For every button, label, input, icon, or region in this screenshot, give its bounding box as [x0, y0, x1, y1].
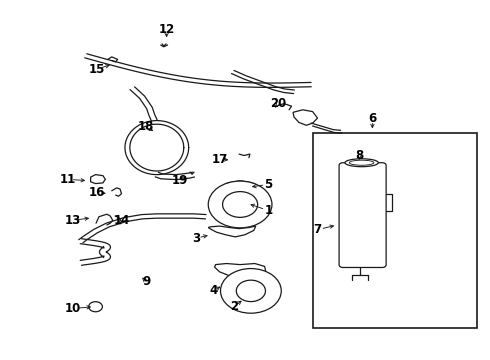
Circle shape: [236, 280, 266, 302]
Text: 4: 4: [209, 284, 217, 297]
Text: 2: 2: [230, 300, 238, 313]
Text: 5: 5: [265, 178, 272, 191]
Text: 17: 17: [211, 153, 228, 166]
Circle shape: [220, 269, 281, 313]
Text: 14: 14: [113, 214, 130, 227]
Ellipse shape: [349, 160, 374, 165]
Text: 12: 12: [158, 23, 175, 36]
Text: 1: 1: [265, 204, 272, 217]
Text: 19: 19: [172, 174, 189, 187]
Polygon shape: [220, 181, 259, 191]
FancyBboxPatch shape: [339, 163, 386, 267]
Bar: [313, 133, 477, 328]
Text: 9: 9: [142, 275, 150, 288]
Polygon shape: [215, 264, 266, 278]
Polygon shape: [91, 175, 105, 184]
Polygon shape: [293, 110, 318, 125]
Text: 15: 15: [89, 63, 105, 76]
Ellipse shape: [345, 159, 378, 167]
Text: 6: 6: [368, 112, 376, 125]
Text: 11: 11: [59, 173, 76, 186]
Text: 3: 3: [192, 232, 200, 245]
Text: 20: 20: [270, 97, 287, 110]
Text: 18: 18: [138, 120, 154, 133]
Circle shape: [89, 302, 102, 312]
Text: 16: 16: [89, 186, 105, 199]
Polygon shape: [208, 226, 256, 237]
Circle shape: [208, 181, 272, 228]
Text: 13: 13: [64, 214, 81, 227]
Text: 10: 10: [64, 302, 81, 315]
Circle shape: [222, 192, 258, 217]
Text: 7: 7: [314, 223, 321, 236]
Text: 8: 8: [355, 149, 363, 162]
